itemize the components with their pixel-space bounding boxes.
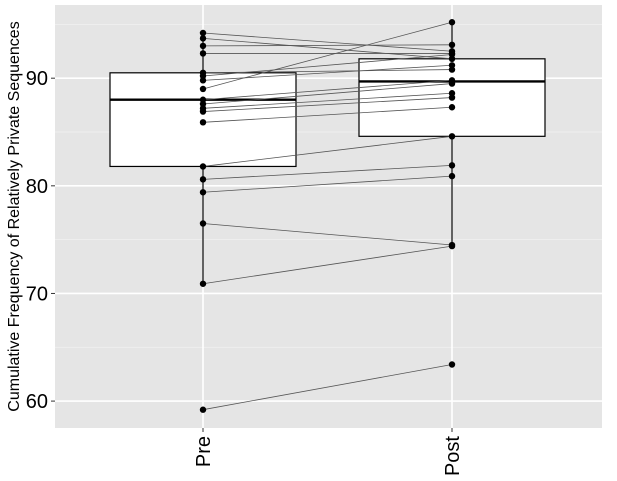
pair-line — [202, 54, 453, 77]
y-axis-title: Cumulative Frequency of Relatively Priva… — [6, 21, 23, 411]
pair-line — [202, 97, 453, 112]
point-post — [448, 62, 456, 69]
pair-line — [202, 92, 453, 109]
point-post — [448, 41, 456, 49]
pair-line — [202, 106, 453, 123]
point-post — [448, 361, 456, 368]
data-points — [199, 19, 456, 413]
x-axis: Pre Post — [193, 428, 464, 476]
paired-lines — [202, 21, 453, 411]
y-tick-label: 70 — [26, 283, 48, 305]
point-pre — [199, 29, 207, 37]
point-pre — [199, 176, 207, 183]
pair-line — [202, 135, 453, 167]
point-post — [448, 133, 456, 140]
point-pre — [199, 163, 207, 170]
y-axis: 60 70 80 90 — [26, 68, 55, 413]
point-pre — [199, 85, 207, 93]
point-post — [448, 172, 456, 180]
point-pre — [199, 220, 207, 227]
point-pre — [199, 35, 207, 42]
point-post — [448, 51, 456, 58]
point-post — [448, 104, 456, 111]
point-pre — [199, 119, 207, 126]
x-tick-label-post: Post — [442, 436, 464, 476]
point-post — [448, 19, 456, 26]
y-tick-label: 80 — [26, 176, 48, 198]
pair-line — [202, 83, 453, 105]
pair-line — [202, 245, 453, 285]
point-pre — [199, 108, 207, 115]
point-pre — [199, 189, 207, 196]
pair-line — [202, 364, 453, 411]
x-tick-label-pre: Pre — [193, 436, 215, 467]
pair-line — [202, 223, 453, 246]
y-tick-label: 90 — [26, 68, 48, 90]
point-post — [448, 162, 456, 169]
pair-line — [202, 164, 453, 180]
point-post — [448, 94, 456, 101]
pair-line — [202, 21, 453, 90]
point-pre — [199, 280, 207, 287]
pair-line — [202, 79, 453, 101]
point-post — [448, 80, 456, 87]
pair-line — [202, 44, 453, 47]
point-pre — [199, 77, 207, 84]
pair-line — [202, 175, 453, 193]
point-post — [448, 242, 456, 250]
pair-line — [202, 32, 453, 52]
pair-line — [202, 37, 453, 60]
point-pre — [199, 50, 207, 57]
point-pre — [199, 42, 207, 50]
y-tick-label: 60 — [26, 391, 48, 413]
point-pre — [199, 406, 207, 413]
